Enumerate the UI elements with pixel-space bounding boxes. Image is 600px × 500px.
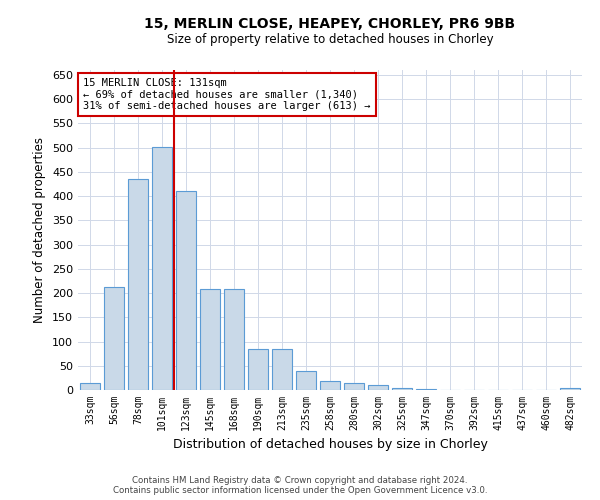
Bar [152, 146, 172, 390]
Bar [296, 370, 316, 390]
Bar [272, 349, 292, 390]
Y-axis label: Number of detached properties: Number of detached properties [34, 137, 46, 323]
Bar [416, 388, 436, 390]
Bar [128, 179, 148, 390]
Bar [392, 388, 412, 390]
Bar [200, 289, 220, 390]
Bar [560, 388, 580, 390]
Text: Contains HM Land Registry data © Crown copyright and database right 2024.
Contai: Contains HM Land Registry data © Crown c… [113, 476, 487, 495]
Bar [368, 385, 388, 390]
Text: 15, MERLIN CLOSE, HEAPEY, CHORLEY, PR6 9BB: 15, MERLIN CLOSE, HEAPEY, CHORLEY, PR6 9… [145, 18, 515, 32]
Bar [80, 382, 100, 390]
Text: Size of property relative to detached houses in Chorley: Size of property relative to detached ho… [167, 32, 493, 46]
Bar [224, 289, 244, 390]
Bar [104, 286, 124, 390]
X-axis label: Distribution of detached houses by size in Chorley: Distribution of detached houses by size … [173, 438, 487, 452]
Bar [344, 382, 364, 390]
Bar [176, 191, 196, 390]
Bar [248, 349, 268, 390]
Text: 15 MERLIN CLOSE: 131sqm
← 69% of detached houses are smaller (1,340)
31% of semi: 15 MERLIN CLOSE: 131sqm ← 69% of detache… [83, 78, 371, 111]
Bar [320, 382, 340, 390]
